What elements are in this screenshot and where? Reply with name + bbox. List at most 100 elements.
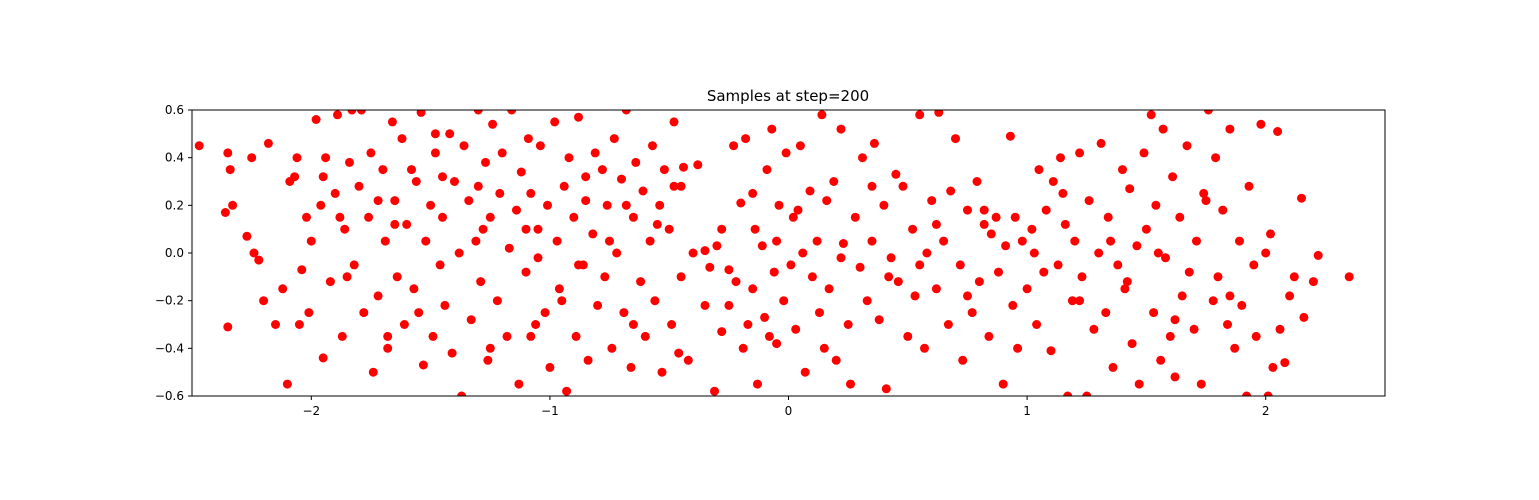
data-point	[504, 243, 514, 253]
y-tick-label: 0.0	[165, 246, 184, 260]
data-point	[254, 255, 264, 265]
data-point	[588, 229, 598, 239]
data-point	[223, 322, 233, 332]
data-point	[798, 248, 808, 258]
data-point	[1058, 188, 1068, 198]
data-point	[464, 196, 474, 206]
data-point	[621, 110, 631, 115]
data-point	[430, 148, 440, 158]
data-point	[1039, 267, 1049, 277]
data-point	[659, 165, 669, 175]
data-point	[805, 186, 815, 196]
data-point	[1027, 224, 1037, 234]
data-point	[951, 134, 960, 144]
data-point	[325, 277, 335, 287]
data-point	[736, 198, 746, 208]
data-point	[712, 241, 722, 251]
data-point	[843, 320, 853, 329]
data-point	[1118, 165, 1127, 175]
data-point	[337, 331, 347, 341]
data-point	[974, 277, 984, 287]
data-point	[815, 308, 824, 318]
data-point	[569, 212, 579, 222]
data-point	[795, 141, 805, 151]
data-point	[1237, 300, 1247, 310]
data-point	[590, 148, 600, 158]
data-point	[920, 343, 929, 353]
data-point	[667, 320, 677, 329]
data-point	[485, 343, 495, 353]
data-point	[1103, 212, 1113, 222]
data-point	[652, 219, 662, 229]
data-point	[753, 379, 762, 389]
data-point	[972, 177, 982, 186]
data-point	[609, 134, 619, 144]
data-point	[1182, 141, 1192, 151]
data-point	[242, 231, 252, 241]
data-point	[1235, 236, 1244, 246]
data-point	[1127, 339, 1137, 349]
data-point	[958, 355, 968, 365]
data-point	[340, 224, 350, 234]
y-tick-label: −0.6	[155, 389, 184, 403]
data-point	[1156, 355, 1166, 365]
data-point	[302, 212, 311, 222]
data-point	[271, 320, 280, 329]
data-point	[1151, 200, 1161, 210]
data-point	[1313, 250, 1323, 260]
data-point	[516, 167, 526, 177]
data-point	[760, 312, 770, 322]
data-point	[898, 181, 908, 191]
data-point	[488, 119, 498, 129]
data-point	[473, 181, 483, 191]
data-point	[1153, 248, 1163, 258]
data-point	[1249, 260, 1259, 270]
data-point	[507, 110, 517, 115]
data-point	[931, 219, 941, 229]
data-point	[1070, 236, 1080, 246]
data-point	[581, 172, 591, 182]
data-point	[294, 320, 304, 329]
data-point	[612, 248, 622, 258]
data-point	[657, 367, 667, 377]
data-point	[1225, 291, 1235, 301]
data-point	[1113, 260, 1123, 270]
data-point	[1075, 148, 1085, 158]
data-point	[1251, 331, 1261, 341]
data-point	[772, 339, 782, 349]
data-point	[383, 331, 393, 341]
data-point	[1046, 346, 1056, 356]
data-point	[640, 331, 650, 341]
data-point	[1013, 343, 1023, 353]
data-point	[1094, 248, 1104, 258]
data-point	[824, 284, 834, 294]
data-point	[1297, 193, 1306, 203]
data-point	[1344, 272, 1354, 282]
data-point	[1299, 312, 1309, 322]
data-point	[886, 253, 896, 263]
data-point	[748, 188, 758, 198]
data-point	[1034, 165, 1044, 175]
data-point	[836, 124, 846, 134]
data-point	[762, 165, 772, 175]
data-point	[1008, 300, 1018, 310]
data-point	[645, 236, 655, 246]
data-point	[669, 117, 679, 127]
data-point	[1029, 248, 1039, 258]
data-point	[533, 224, 543, 234]
data-point	[409, 284, 419, 294]
data-point	[831, 355, 841, 365]
data-point	[1223, 320, 1232, 329]
data-point	[1005, 131, 1015, 141]
data-point	[497, 148, 507, 158]
y-tick-label: 0.4	[165, 151, 184, 165]
data-point	[991, 212, 1001, 222]
data-point	[636, 277, 646, 287]
data-point	[574, 260, 583, 270]
data-point	[418, 360, 428, 370]
data-point	[220, 208, 230, 217]
data-point	[1101, 308, 1111, 318]
data-point	[407, 165, 416, 175]
data-point	[1125, 184, 1135, 194]
data-point	[1189, 324, 1199, 334]
